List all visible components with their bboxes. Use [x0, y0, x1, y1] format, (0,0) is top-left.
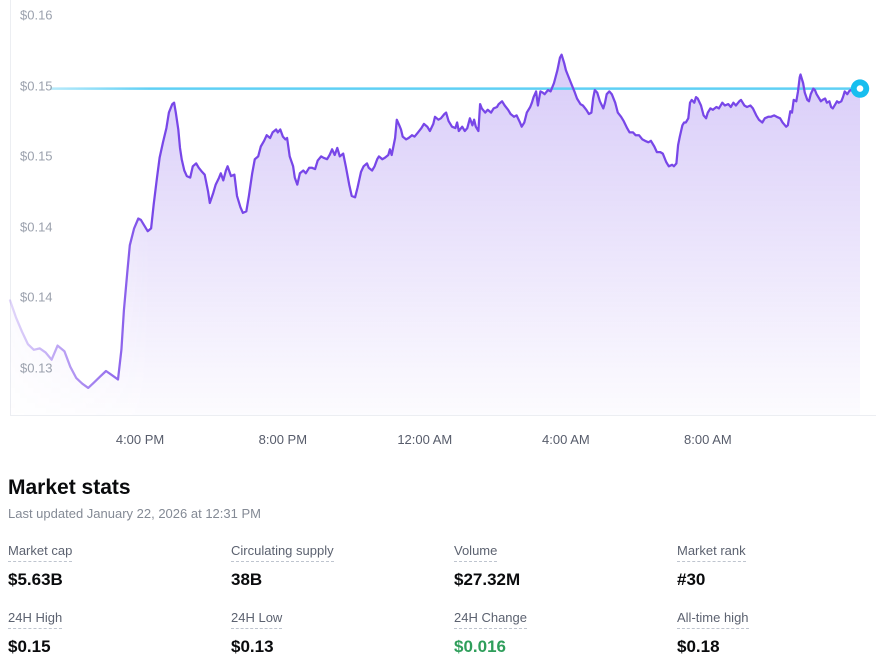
stat-cell: Market rank #30 [677, 542, 894, 590]
x-axis-label: 8:00 AM [683, 432, 732, 447]
stat-cell: Market cap $5.63B [8, 542, 231, 590]
x-axis-label: 4:00 PM [115, 432, 165, 447]
stat-label[interactable]: Market rank [677, 543, 746, 562]
stat-label[interactable]: Volume [454, 543, 498, 562]
stat-value: $5.63B [8, 570, 63, 589]
stat-cell: 24H Change $0.016 [454, 609, 677, 657]
stat-cell: All-time high $0.18 [677, 609, 894, 657]
stat-label[interactable]: Circulating supply [231, 543, 334, 562]
stat-cell: 24H Low $0.13 [231, 609, 454, 657]
stat-cell: Volume $27.32M [454, 542, 677, 590]
last-updated-text: Last updated January 22, 2026 at 12:31 P… [8, 506, 261, 521]
price-chart-section: $0.16 $0.15 $0.15 $0.14 $0.14 $0.13 4:00 PM 8:… [0, 0, 894, 458]
stat-label[interactable]: 24H Low [231, 610, 283, 629]
stat-value: $27.32M [454, 570, 521, 589]
stat-label[interactable]: All-time high [677, 610, 749, 629]
stat-value: $0.016 [454, 637, 506, 656]
market-stats-section: Market stats Last updated January 22, 20… [0, 476, 894, 657]
x-axis-label: 4:00 AM [542, 432, 590, 447]
stat-label[interactable]: 24H Change [454, 610, 527, 629]
stat-cell: Circulating supply 38B [231, 542, 454, 590]
stat-value: #30 [677, 570, 706, 589]
x-axis-label: 12:00 AM [397, 432, 453, 447]
price-chart[interactable] [0, 0, 894, 458]
x-axis-label: 8:00 PM [258, 432, 308, 447]
stat-value: $0.13 [231, 637, 274, 656]
stat-value: 38B [231, 570, 263, 589]
price-line [8, 53, 862, 390]
stat-label[interactable]: 24H High [8, 610, 63, 629]
price-area-fill [10, 54, 860, 415]
stat-value: $0.18 [677, 637, 720, 656]
market-stats-grid: Market cap $5.63B Circulating supply 38B Vol… [8, 542, 886, 657]
stat-cell: 24H High $0.15 [8, 609, 231, 657]
market-stats-title: Market stats [8, 476, 131, 499]
stat-value: $0.15 [8, 637, 51, 656]
current-price-dot-center [856, 85, 864, 92]
stat-label[interactable]: Market cap [8, 543, 73, 562]
